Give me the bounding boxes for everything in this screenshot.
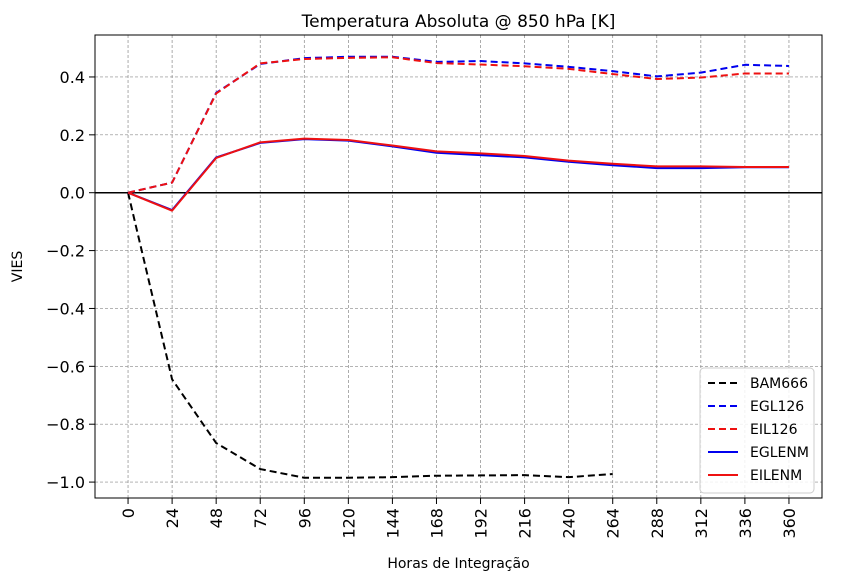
legend-label: EGL126	[750, 399, 804, 415]
y-tick-label: −0.6	[46, 357, 85, 376]
x-tick-label: 360	[780, 508, 799, 539]
x-tick-label: 240	[560, 508, 579, 539]
y-tick-label: −0.2	[46, 242, 85, 261]
x-tick-label: 24	[163, 508, 182, 528]
plot-frame	[94, 34, 823, 499]
x-tick-label: 192	[472, 508, 491, 539]
y-tick-label: 0.0	[60, 184, 85, 203]
x-tick-label: 96	[295, 508, 314, 528]
y-tick-label: 0.2	[60, 126, 85, 145]
legend-label: EILENM	[750, 468, 802, 484]
x-tick-label: 48	[207, 508, 226, 528]
legend-box	[699, 367, 815, 494]
legend-label: BAM666	[750, 376, 808, 392]
series-group	[127, 55, 789, 479]
series-line-eilenm	[127, 137, 789, 212]
x-tick-label: 120	[339, 508, 358, 539]
x-tick-label: 312	[692, 508, 711, 539]
x-tick-label: 288	[648, 508, 667, 539]
x-axis-label: Horas de Integração	[387, 556, 529, 572]
x-tick-label: 144	[383, 508, 402, 539]
y-tick-label: −0.4	[46, 299, 85, 318]
x-tick-label: 0	[119, 508, 138, 518]
x-tick-label: 264	[604, 508, 623, 539]
series-line-eil126	[127, 56, 789, 194]
legend: BAM666 EGL126 EIL126 EGLENM EILENM	[699, 367, 815, 494]
x-tick-label: 216	[516, 508, 535, 539]
y-tick-label: −0.8	[46, 415, 85, 434]
y-tick-label: 0.4	[60, 68, 85, 87]
x-tick-label: 72	[251, 508, 270, 528]
x-ticks: 0 24 48 72 96 120 144 168 192 216 240 264 288 312 336 3…	[119, 498, 799, 539]
y-ticks: −1.0 −0.8 −0.6 −0.4 −0.2 0.0 0.2 0.4	[46, 68, 95, 492]
series-line-bam666	[127, 192, 613, 479]
y-tick-label: −1.0	[46, 473, 85, 492]
x-tick-label: 336	[736, 508, 755, 539]
legend-label: EGLENM	[750, 445, 809, 461]
y-axis-label: VIES	[10, 251, 26, 283]
x-tick-label: 168	[427, 508, 446, 539]
chart-title: Temperatura Absoluta @ 850 hPa [K]	[301, 12, 616, 32]
series-line-eglenm	[127, 138, 789, 212]
legend-label: EIL126	[750, 422, 798, 438]
